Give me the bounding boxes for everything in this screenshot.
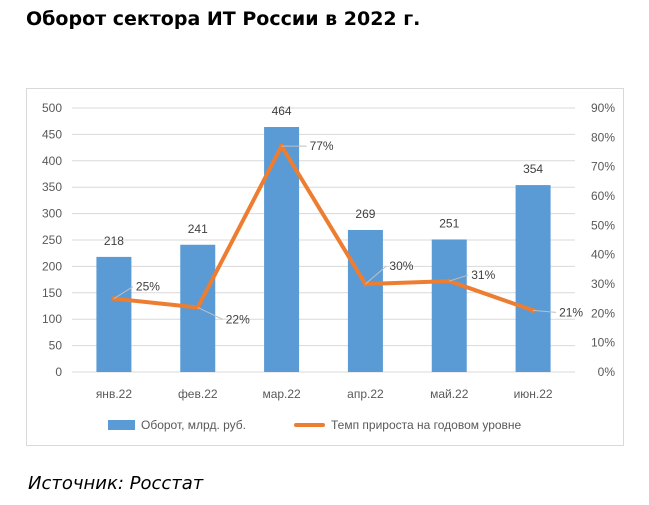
x-tick-label: фев.22 (178, 387, 218, 401)
y-right-tick-label: 90% (591, 101, 615, 115)
y-left-tick-label: 200 (42, 259, 62, 273)
x-tick-label: май.22 (430, 387, 469, 401)
bar (515, 185, 551, 372)
y-right-tick-label: 70% (591, 160, 615, 174)
label-leader (449, 274, 469, 282)
label-leader (113, 286, 134, 300)
bar-value-label: 354 (523, 162, 543, 176)
label-leader (533, 309, 557, 313)
y-right-tick-label: 10% (591, 336, 615, 350)
bar-value-label: 251 (439, 216, 459, 230)
y-right-tick-label: 30% (591, 277, 615, 291)
y-right-tick-label: 40% (591, 248, 615, 262)
y-left-tick-label: 300 (42, 207, 62, 221)
y-right-tick-label: 60% (591, 189, 615, 203)
bar-value-label: 269 (355, 207, 375, 221)
chart-title: Оборот сектора ИТ России в 2022 г. (26, 8, 421, 30)
label-leader (197, 307, 223, 320)
y-left-tick-label: 450 (42, 127, 62, 141)
source-note: Источник: Росстат (28, 473, 204, 494)
y-right-tick-label: 20% (591, 306, 615, 320)
x-tick-label: апр.22 (347, 387, 384, 401)
legend-label-bar: Оборот, млрд. руб. (141, 418, 246, 432)
legend-label-line: Темп прироста на годовом уровне (331, 418, 522, 432)
y-left-tick-label: 100 (42, 312, 62, 326)
bar-value-label: 464 (272, 104, 292, 118)
line-series (111, 144, 536, 313)
line-value-label: 30% (389, 259, 413, 273)
y-right-tick-label: 0% (598, 365, 616, 379)
x-tick-label: мар.22 (262, 387, 301, 401)
y-left-tick-label: 500 (42, 101, 62, 115)
line-value-label: 21% (559, 305, 583, 319)
x-tick-label: янв.22 (96, 387, 133, 401)
y-right-tick-label: 50% (591, 218, 615, 232)
y-left-tick-label: 250 (42, 233, 62, 247)
bar-value-label: 241 (188, 222, 208, 236)
line-value-label: 31% (471, 268, 495, 282)
line-value-label: 22% (226, 312, 250, 326)
bar-value-label: 218 (104, 234, 124, 248)
bar (431, 239, 467, 372)
y-right-tick-label: 80% (591, 130, 615, 144)
x-tick-label: июн.22 (514, 387, 553, 401)
y-left-tick-label: 0 (55, 365, 62, 379)
y-left-tick-label: 350 (42, 180, 62, 194)
bar (347, 229, 383, 372)
y-left-tick-label: 50 (49, 339, 63, 353)
bar (96, 256, 132, 372)
legend-swatch-bar (108, 420, 135, 430)
y-left-tick-label: 150 (42, 286, 62, 300)
y-left-tick-label: 400 (42, 154, 62, 168)
label-leader (365, 265, 387, 285)
line-value-label: 25% (136, 280, 160, 294)
line-value-label: 77% (310, 139, 334, 153)
combo-chart: 0 50 100 150 200 250 300 350 400 450 500 0% 10% 20% 30… (42, 101, 616, 432)
